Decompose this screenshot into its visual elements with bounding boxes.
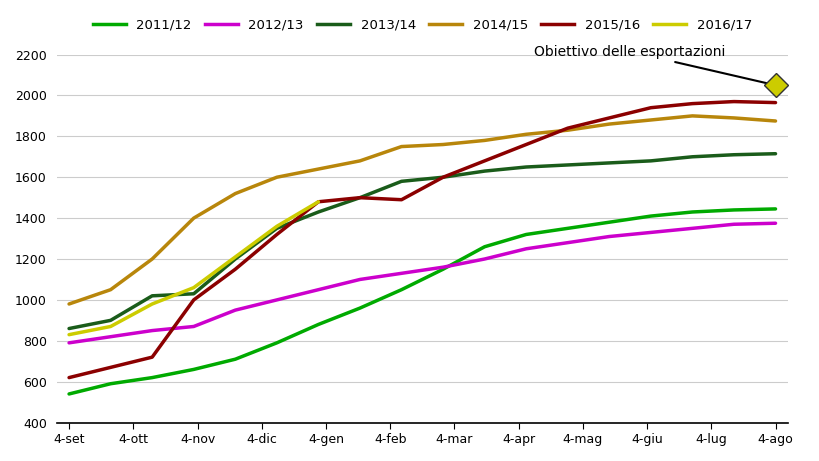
Text: Obiettivo delle esportazioni: Obiettivo delle esportazioni (534, 45, 771, 85)
Legend: 2011/12, 2012/13, 2013/14, 2014/15, 2015/16, 2016/17: 2011/12, 2012/13, 2013/14, 2014/15, 2015… (88, 13, 756, 37)
